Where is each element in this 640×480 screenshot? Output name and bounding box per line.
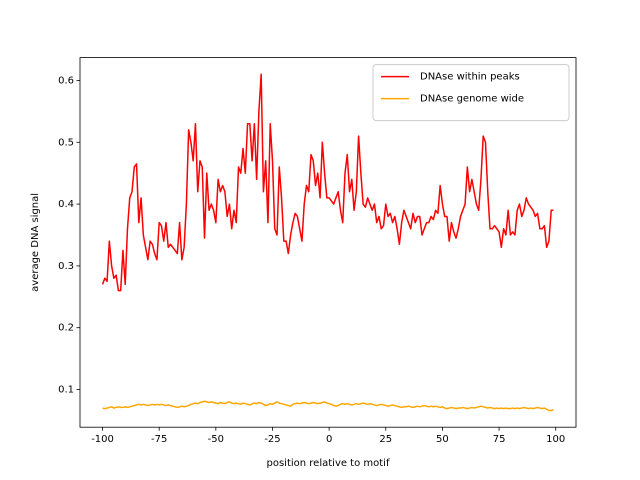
x-tick-label: -50 bbox=[208, 434, 224, 445]
y-tick-label: 0.6 bbox=[58, 75, 74, 86]
plot-frame bbox=[79, 57, 577, 428]
y-axis-label: average DNA signal bbox=[30, 193, 41, 292]
x-tick-label: 100 bbox=[546, 434, 565, 445]
x-tick-label: 0 bbox=[326, 434, 332, 445]
legend-box bbox=[372, 64, 570, 122]
x-tick-label: -75 bbox=[151, 434, 167, 445]
x-tick-label: 75 bbox=[493, 434, 506, 445]
x-tick-label: -100 bbox=[91, 434, 114, 445]
x-tick-label: 25 bbox=[379, 434, 392, 445]
legend-label: DNAse genome wide bbox=[420, 94, 524, 105]
y-tick-label: 0.3 bbox=[58, 261, 74, 272]
data-line bbox=[102, 400, 554, 412]
y-tick-label: 0.5 bbox=[58, 137, 74, 148]
x-tick-label: 50 bbox=[436, 434, 449, 445]
x-tick-label: -25 bbox=[264, 434, 280, 445]
legend-label: DNAse within peaks bbox=[420, 72, 520, 83]
data-line bbox=[101, 73, 554, 292]
y-tick-label: 0.2 bbox=[58, 323, 74, 334]
y-tick-label: 0.1 bbox=[58, 384, 74, 395]
x-axis-label: position relative to motif bbox=[267, 458, 390, 469]
y-tick-label: 0.4 bbox=[58, 199, 74, 210]
